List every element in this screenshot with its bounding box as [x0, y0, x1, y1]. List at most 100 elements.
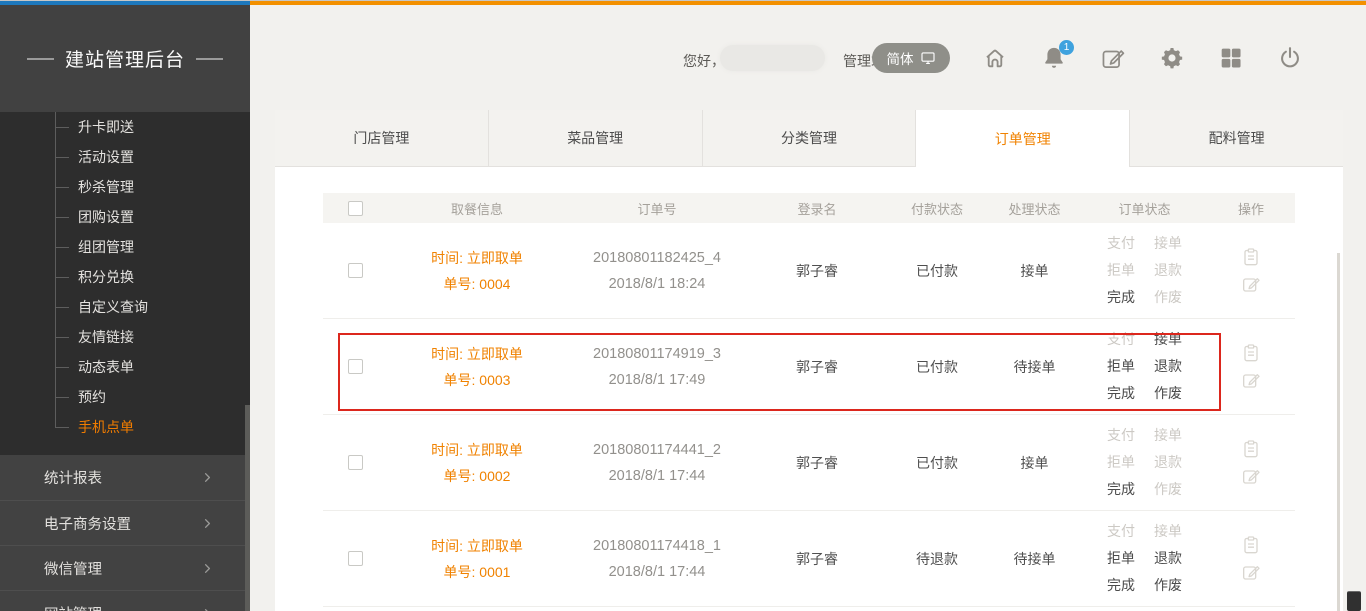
status-link-reject: 拒单 [1107, 262, 1135, 278]
section-label: 电子商务设置 [44, 516, 131, 533]
copy-order-button[interactable] [1241, 247, 1261, 267]
row-checkbox[interactable] [347, 263, 363, 278]
tree-tick-icon [55, 247, 69, 248]
column-header: 订单状态 [1118, 201, 1171, 217]
edit-order-button[interactable] [1241, 370, 1261, 390]
status-link-void[interactable]: 作废 [1154, 385, 1182, 401]
sidebar-item-10[interactable]: 预约 [0, 382, 250, 412]
sidebar-item-6[interactable]: 积分兑换 [0, 262, 250, 292]
column-header: 处理状态 [1008, 201, 1061, 217]
order-date: 2018/8/1 17:44 [608, 563, 706, 580]
edit-icon[interactable] [1100, 45, 1126, 71]
tab-3[interactable]: 分类管理 [702, 110, 917, 167]
app-title: 建站管理后台 [64, 50, 185, 71]
select-all-checkbox[interactable] [347, 200, 363, 216]
row-checkbox[interactable] [347, 551, 363, 566]
order-status-actions: 支付 接单 拒单 退款 完成 作废 [1107, 518, 1182, 599]
gear-icon[interactable] [1159, 45, 1185, 71]
tab-5[interactable]: 配料管理 [1130, 110, 1343, 167]
process-status: 待接单 [1013, 358, 1056, 375]
sidebar-section-4[interactable]: 网站管理 [0, 590, 250, 611]
chevron-right-icon [201, 471, 214, 484]
table-header: 取餐信息 订单号 登录名 付款状态 处理状态 订单状态 操作 [323, 193, 1295, 223]
row-checkbox[interactable] [347, 359, 363, 374]
section-label: 统计报表 [44, 471, 102, 487]
pickup-info-cell: 时间: 立即取单 单号: 0002 [387, 437, 567, 489]
tab-1[interactable]: 门店管理 [275, 110, 489, 167]
login-name: 郭子睿 [796, 454, 838, 471]
process-status: 接单 [1020, 454, 1049, 471]
pickup-number: 单号: 0002 [443, 467, 511, 484]
sidebar-item-5[interactable]: 组团管理 [0, 232, 250, 262]
top-bar-blue [0, 1, 250, 5]
copy-order-button[interactable] [1241, 343, 1261, 363]
status-link-complete[interactable]: 完成 [1107, 289, 1135, 305]
sidebar-scrollbar[interactable] [245, 405, 250, 611]
sidebar-item-4[interactable]: 团购设置 [0, 202, 250, 232]
order-number-cell: 20180801174418_1 2018/8/1 17:44 [567, 533, 747, 585]
sidebar-section-3[interactable]: 微信管理 [0, 545, 250, 590]
tree-line [55, 112, 56, 427]
sidebar-section-1[interactable]: 统计报表 [0, 455, 250, 500]
notification-badge: 1 [1059, 40, 1074, 55]
topbar: 您好， 管理站点: 简体 1 [250, 5, 1366, 110]
pickup-info-cell: 时间: 立即取单 单号: 0004 [387, 245, 567, 297]
order-status-actions: 支付 接单 拒单 退款 完成 作废 [1107, 326, 1182, 407]
pickup-time: 时间: 立即取单 [431, 537, 523, 554]
status-link-refund[interactable]: 退款 [1154, 358, 1182, 374]
tab-4[interactable]: 订单管理 [916, 110, 1131, 167]
pickup-number: 单号: 0004 [443, 275, 511, 292]
sidebar-item-7[interactable]: 自定义查询 [0, 292, 250, 322]
order-number-cell: 20180801174441_2 2018/8/1 17:44 [567, 437, 747, 489]
status-link-accept[interactable]: 接单 [1154, 331, 1182, 347]
power-icon[interactable] [1277, 45, 1303, 71]
row-checkbox[interactable] [347, 455, 363, 470]
pickup-info-cell: 时间: 立即取单 单号: 0001 [387, 533, 567, 585]
status-link-refund[interactable]: 退款 [1154, 550, 1182, 566]
edit-order-button[interactable] [1241, 562, 1261, 582]
edit-order-button[interactable] [1241, 274, 1261, 294]
edit-order-button[interactable] [1241, 466, 1261, 486]
table-row: 时间: 立即取单 单号: 0004 20180801182425_4 2018/… [323, 223, 1295, 319]
copy-order-button[interactable] [1241, 535, 1261, 555]
sidebar-item-label: 动态表单 [78, 359, 134, 375]
copy-order-button[interactable] [1241, 439, 1261, 459]
notifications-bell-icon[interactable]: 1 [1041, 40, 1074, 71]
home-icon[interactable] [982, 45, 1008, 71]
tab-2[interactable]: 菜品管理 [488, 110, 703, 167]
apps-grid-icon[interactable] [1218, 45, 1244, 71]
tree-tick-icon [55, 277, 69, 278]
content-scrollbar[interactable] [1337, 253, 1340, 611]
tree-tick-icon [55, 127, 69, 128]
sidebar-item-9[interactable]: 动态表单 [0, 352, 250, 382]
status-link-complete[interactable]: 完成 [1107, 481, 1135, 497]
row-operations [1207, 247, 1295, 294]
top-bar-orange [250, 1, 1366, 5]
column-header: 登录名 [797, 201, 837, 217]
sidebar-item-11[interactable]: 手机点单 [0, 412, 250, 442]
sidebar-item-8[interactable]: 友情链接 [0, 322, 250, 352]
status-link-complete[interactable]: 完成 [1107, 577, 1135, 593]
language-pill-button[interactable]: 简体 [872, 43, 950, 73]
pickup-number: 单号: 0001 [443, 563, 511, 580]
monitor-icon [920, 50, 936, 66]
status-link-reject[interactable]: 拒单 [1107, 358, 1135, 374]
sidebar-item-1[interactable]: 升卡即送 [0, 112, 250, 142]
content-panel: 门店管理 菜品管理 分类管理 订单管理 配料管理 取餐信息 订单号 登录名 付款状态 处理状态 订… [275, 110, 1343, 611]
tree-tick-icon [55, 367, 69, 368]
order-number-cell: 20180801174919_3 2018/8/1 17:49 [567, 341, 747, 393]
sidebar-item-3[interactable]: 秒杀管理 [0, 172, 250, 202]
process-status: 接单 [1020, 262, 1049, 279]
status-link-reject[interactable]: 拒单 [1107, 550, 1135, 566]
sidebar-section-2[interactable]: 电子商务设置 [0, 500, 250, 545]
sidebar-item-2[interactable]: 活动设置 [0, 142, 250, 172]
tree-tick-icon [55, 427, 69, 428]
status-link-complete[interactable]: 完成 [1107, 385, 1135, 401]
title-dash-left [26, 57, 54, 60]
status-link-void[interactable]: 作废 [1154, 577, 1182, 593]
corner-widget[interactable] [1347, 591, 1361, 611]
language-pill-label: 简体 [886, 52, 914, 67]
table-row: 时间: 立即取单 单号: 0002 20180801174441_2 2018/… [323, 415, 1295, 511]
topbar-icons: 1 [982, 40, 1303, 71]
